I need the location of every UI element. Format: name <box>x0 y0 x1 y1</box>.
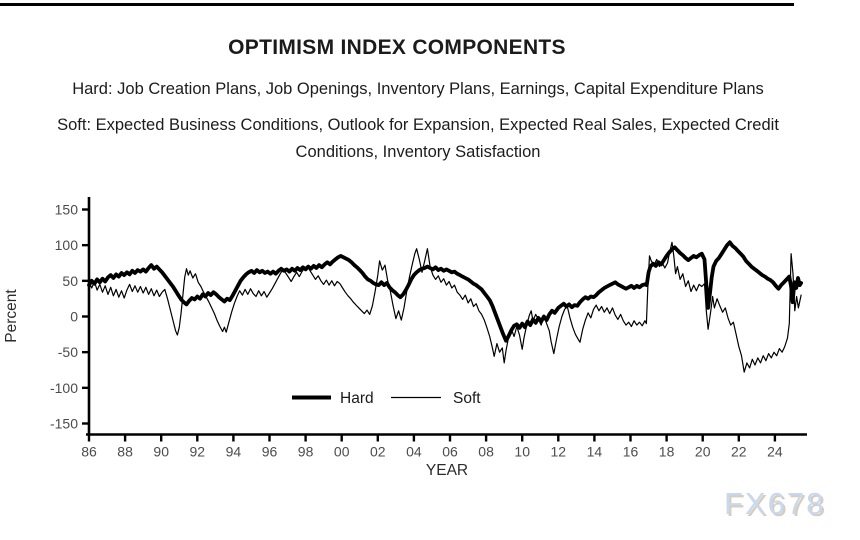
x-tick-label: 10 <box>514 444 530 460</box>
x-tick-label: 00 <box>334 444 350 460</box>
x-tick-label: 08 <box>478 444 494 460</box>
subtitle-hard-components: Hard: Job Creation Plans, Job Openings, … <box>72 80 764 98</box>
y-tick-label: 0 <box>70 309 78 325</box>
x-tick-label: 16 <box>623 444 639 460</box>
x-tick-label: 96 <box>262 444 278 460</box>
soft-data-line <box>88 241 802 373</box>
x-tick-label: 22 <box>731 444 747 460</box>
x-tick-label: 98 <box>298 444 314 460</box>
x-tick-label: 06 <box>442 444 458 460</box>
x-tick-label: 12 <box>551 444 567 460</box>
x-tick-label: 90 <box>153 444 169 460</box>
x-axis-title: YEAR <box>426 462 468 479</box>
y-tick-label: 100 <box>55 237 79 253</box>
x-tick-label: 20 <box>695 444 711 460</box>
y-axis-title: Percent <box>3 289 20 343</box>
y-tick-label: -150 <box>50 415 78 431</box>
x-tick-label: 88 <box>117 444 133 460</box>
legend-soft-label: Soft <box>453 390 481 407</box>
x-tick-label: 04 <box>406 444 422 460</box>
legend-hard-label: Hard <box>340 390 374 407</box>
x-tick-label: 94 <box>226 444 242 460</box>
x-tick-label: 24 <box>767 444 783 460</box>
x-tick-label: 92 <box>190 444 206 460</box>
x-tick-label: 18 <box>659 444 675 460</box>
subtitle-soft-components: Soft: Expected Business Conditions, Outl… <box>57 116 779 162</box>
y-tick-label: -100 <box>50 380 78 396</box>
y-tick-label: -50 <box>58 344 78 360</box>
legend: Hard Soft <box>292 390 481 407</box>
page-title: OPTIMISM INDEX COMPONENTS <box>228 36 566 59</box>
y-tick-label: 50 <box>62 273 78 289</box>
y-tick-label: 150 <box>55 202 79 218</box>
watermark: FX678 <box>724 486 826 521</box>
x-tick-label: 14 <box>587 444 603 460</box>
x-tick-label: 02 <box>370 444 386 460</box>
hard-data-line <box>87 240 803 343</box>
x-tick-label: 86 <box>81 444 97 460</box>
top-rule <box>0 3 794 6</box>
